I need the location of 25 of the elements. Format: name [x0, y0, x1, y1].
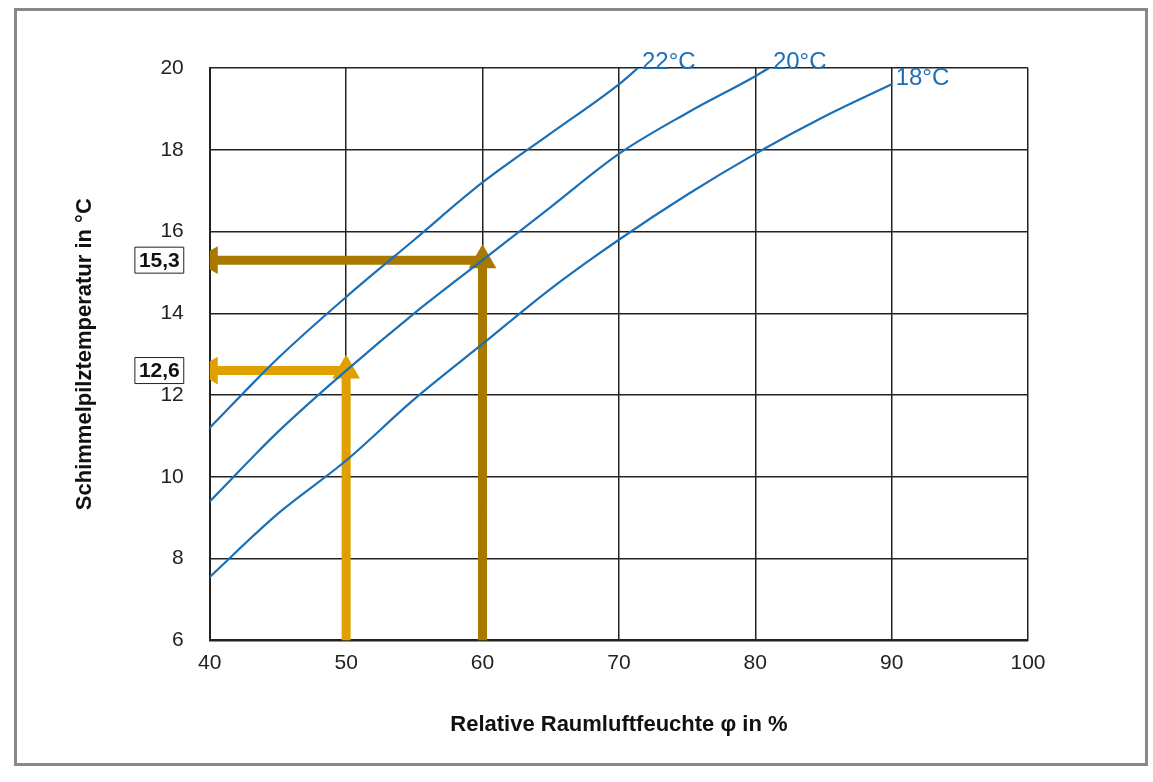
- x-tick-label: 40: [198, 649, 222, 673]
- annotation: 12,6: [138, 358, 180, 382]
- y-tick-label: 18: [160, 136, 184, 160]
- x-tick-label: 80: [743, 649, 767, 673]
- y-tick-label: 8: [172, 545, 184, 569]
- line-series: [209, 68, 770, 503]
- y-tick-label: 14: [160, 300, 185, 324]
- line-series: [209, 68, 640, 429]
- y-tick-label: 10: [160, 463, 184, 487]
- series-label: 22°C: [641, 46, 696, 74]
- series-label: 20°C: [772, 46, 827, 74]
- x-tick-label: 70: [607, 649, 631, 673]
- y-tick-label: 6: [172, 627, 184, 651]
- y-tick-label: 12: [160, 381, 184, 405]
- y-tick-label: 16: [160, 218, 184, 242]
- annotation: 15,3: [138, 247, 180, 271]
- line-series: [209, 83, 893, 579]
- x-tick-label: 60: [470, 649, 495, 673]
- x-axis-title: Relative Raumluftfeuchte φ in %: [450, 710, 788, 736]
- x-tick-label: 100: [1010, 649, 1046, 673]
- series-label: 18°C: [895, 62, 950, 90]
- y-tick-label: 20: [160, 54, 184, 78]
- x-tick-label: 90: [879, 649, 904, 673]
- x-tick-label: 50: [334, 649, 358, 673]
- y-axis-title: Schimmelpilztemperatur in °C: [71, 198, 97, 511]
